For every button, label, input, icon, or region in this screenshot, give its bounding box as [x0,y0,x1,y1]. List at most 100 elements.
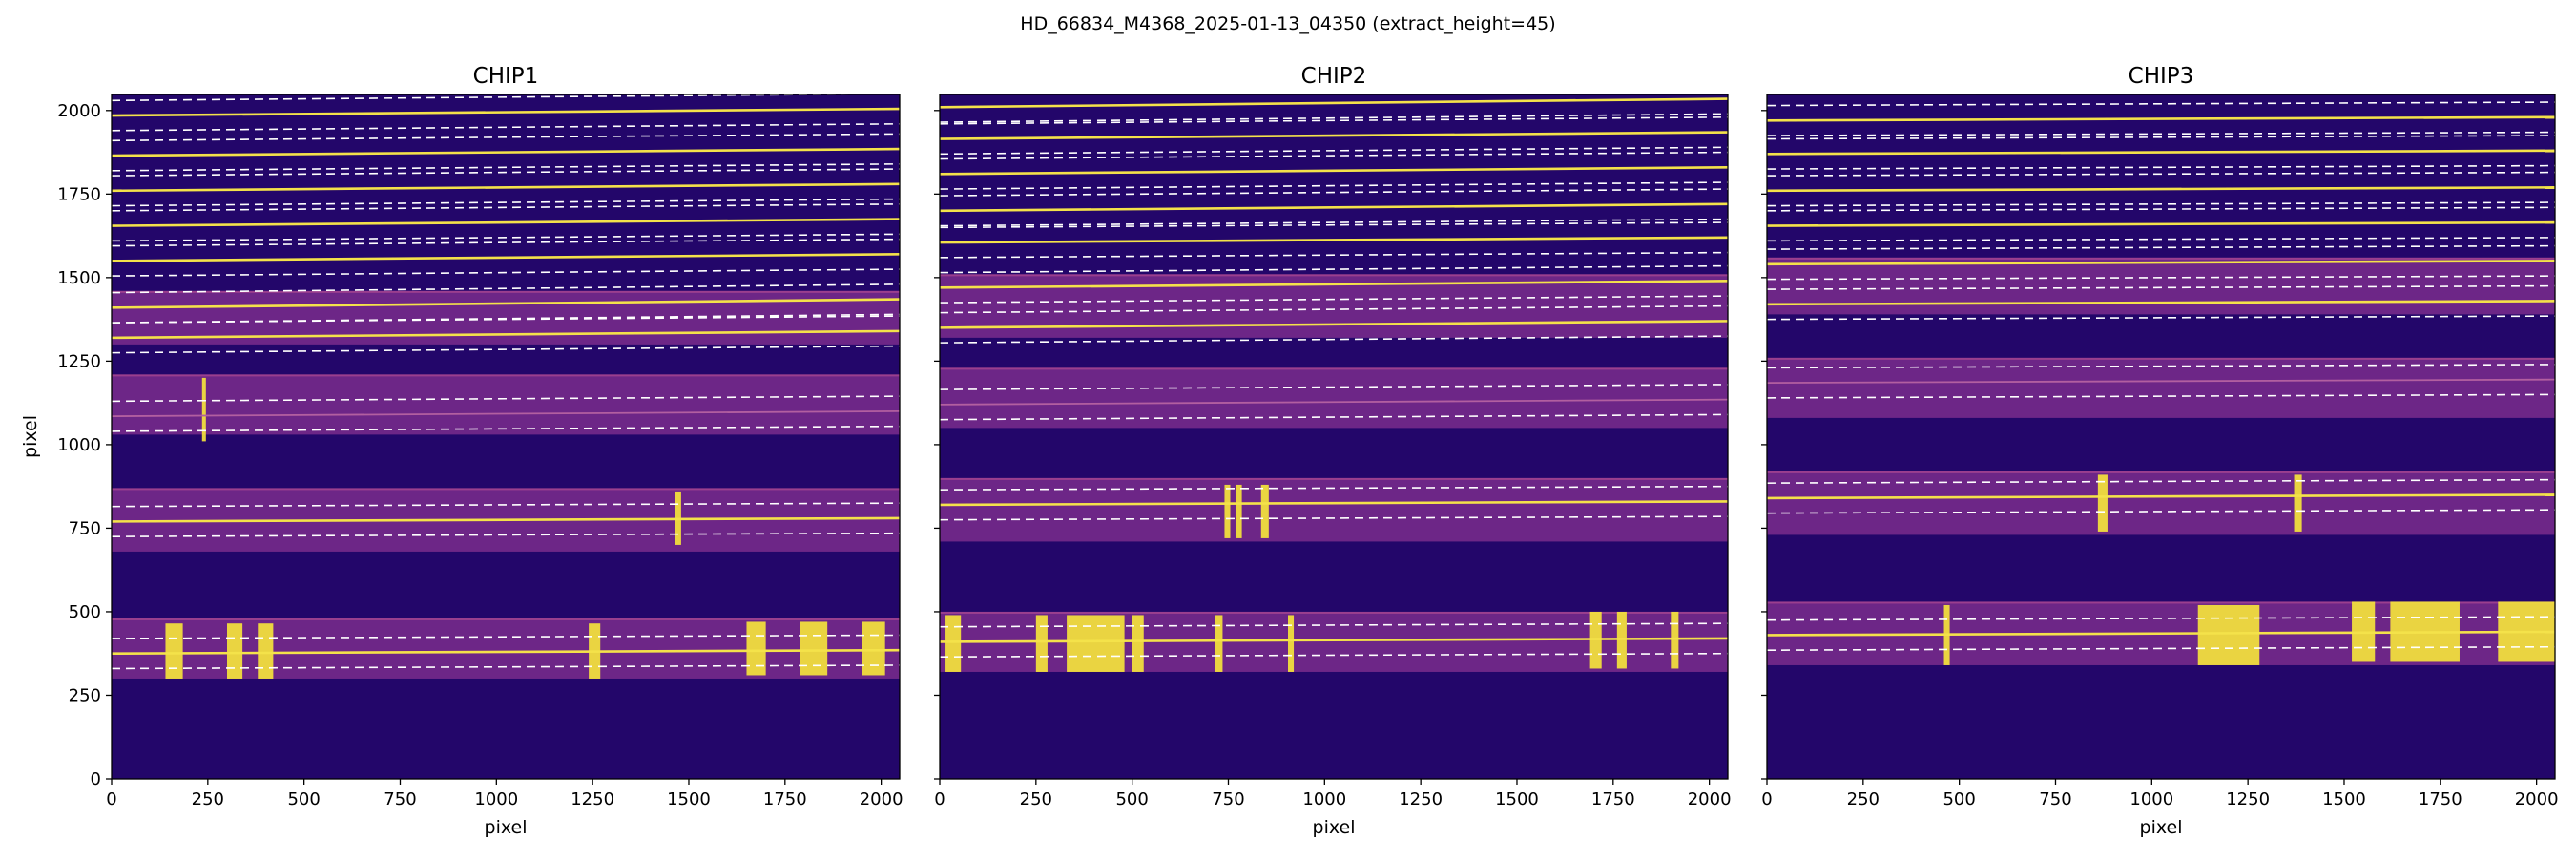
extraction-bound-line [940,181,1728,190]
extraction-bound-line [940,295,1728,304]
order-trace-line [940,131,1728,140]
chip-panel-2: CHIP2 0 250 500 750 1000 1250 1500 1750 2000 pixel [934,64,1732,838]
order-trace-line [1767,186,2555,193]
order-band-edge [112,290,900,293]
order-trace-line [940,637,1728,643]
bright-line-feature [258,623,274,679]
x-axis-label: pixel [1313,817,1356,838]
figure-suptitle: HD_66834_M4368_2025-01-13_04350 (extract… [1020,13,1555,34]
bright-line-feature [800,621,828,676]
order-trace-line [112,516,900,523]
bright-line-feature [165,623,183,679]
extraction-bound-line [1767,171,2555,177]
chip-panel-3: CHIP3 0 250 500 750 1000 1250 1500 1750 2000 pixel [1761,64,2559,838]
order-trace-line [112,253,900,262]
order-trace-line [1767,260,2555,266]
x-tick-label: 1750 [763,789,807,809]
bright-line-feature [1671,611,1679,669]
x-tick-label: 250 [1847,789,1880,809]
bright-line-feature [226,623,243,679]
extraction-bound-line [940,221,1728,229]
order-trace-line [112,329,900,340]
extraction-bound-line [940,188,1728,197]
x-tick-label: 750 [2039,789,2071,809]
axes-frame [939,94,1729,780]
x-tick-label: 1250 [2226,789,2270,809]
bright-line-feature [201,377,206,442]
bright-line-feature [746,621,766,676]
y-axis-label: pixel [20,415,41,458]
bright-line-feature [945,615,962,672]
extraction-bound-line [1767,135,2555,140]
order-trace-line [112,648,900,656]
chip-panel-1: CHIP1 0 250 500 750 1000 1250 1500 1750 2000 0 250 5… [20,64,904,838]
order-band-edge [1767,357,2555,360]
x-tick-label: 500 [1942,789,1975,809]
extraction-bound-line [112,283,900,294]
extraction-bound-line [1767,284,2555,290]
y-tick-label: 250 [69,685,101,705]
bright-line-feature [1215,615,1223,672]
extraction-bound-line [1767,206,2555,212]
extraction-bound-line [940,218,1728,227]
axes-frame [111,94,901,780]
x-tick-label: 2000 [860,789,904,809]
extraction-bound-line [1767,101,2555,107]
bright-line-feature [1260,484,1269,538]
order-trace-line [1767,300,2555,306]
chip-panels: CHIP1 0 250 500 750 1000 1250 1500 1750 2000 0 250 5… [20,64,2559,838]
extraction-bound-line [112,532,900,537]
extraction-bound-line [112,238,900,247]
order-trace-line [940,97,1728,109]
bright-line-feature [2097,474,2108,532]
bright-line-feature [1067,615,1125,672]
order-trace-line [112,409,900,418]
x-tick-label: 1000 [1302,789,1346,809]
order-band-edge [112,374,900,377]
order-band-edge [1767,257,2555,260]
order-band [940,367,1728,429]
y-tick-label: 750 [69,518,101,538]
extraction-bound-line [112,203,900,212]
extraction-bound-line [1767,509,2555,514]
bright-line-feature [2294,474,2302,532]
x-tick-label: 1500 [1495,789,1539,809]
extraction-bound-line [1767,315,2555,321]
extraction-bound-line [940,304,1728,314]
x-tick-label: 750 [1212,789,1244,809]
x-tick-label: 1750 [2419,789,2462,809]
extraction-bound-line [1767,364,2555,369]
order-band-edge [112,618,900,620]
extraction-bound-line [940,146,1728,156]
x-tick-label: 1500 [2322,789,2366,809]
y-tick-label: 0 [91,769,101,789]
x-axis-label: pixel [2140,817,2183,838]
order-band-edge [1767,471,2555,473]
order-trace-line [112,107,900,117]
order-trace-line [940,320,1728,329]
extraction-bound-line [112,133,900,142]
y-tick-label: 1500 [57,268,101,288]
extraction-bound-line [1767,237,2555,242]
order-trace-line [940,280,1728,289]
x-tick-label: 1250 [1399,789,1443,809]
order-band-edge [1767,601,2555,604]
extraction-bound-line [940,652,1728,659]
extraction-bound-line [940,116,1728,125]
extraction-bound-line [940,515,1728,521]
extraction-bound-line [1767,393,2555,399]
bright-line-feature [1035,615,1048,672]
extraction-bound-line [112,233,900,242]
detector-image [1767,94,2555,779]
order-band-edge [940,274,1728,277]
panel-title: CHIP3 [2129,64,2194,89]
y-tick-label: 500 [69,602,101,622]
extraction-bound-line [112,268,900,277]
order-trace-line [112,147,900,157]
x-tick-label: 1750 [1591,789,1635,809]
x-tick-label: 500 [1115,789,1148,809]
x-tick-label: 1000 [2129,789,2173,809]
x-tick-label: 250 [1020,789,1052,809]
extraction-bound-line [112,345,900,354]
